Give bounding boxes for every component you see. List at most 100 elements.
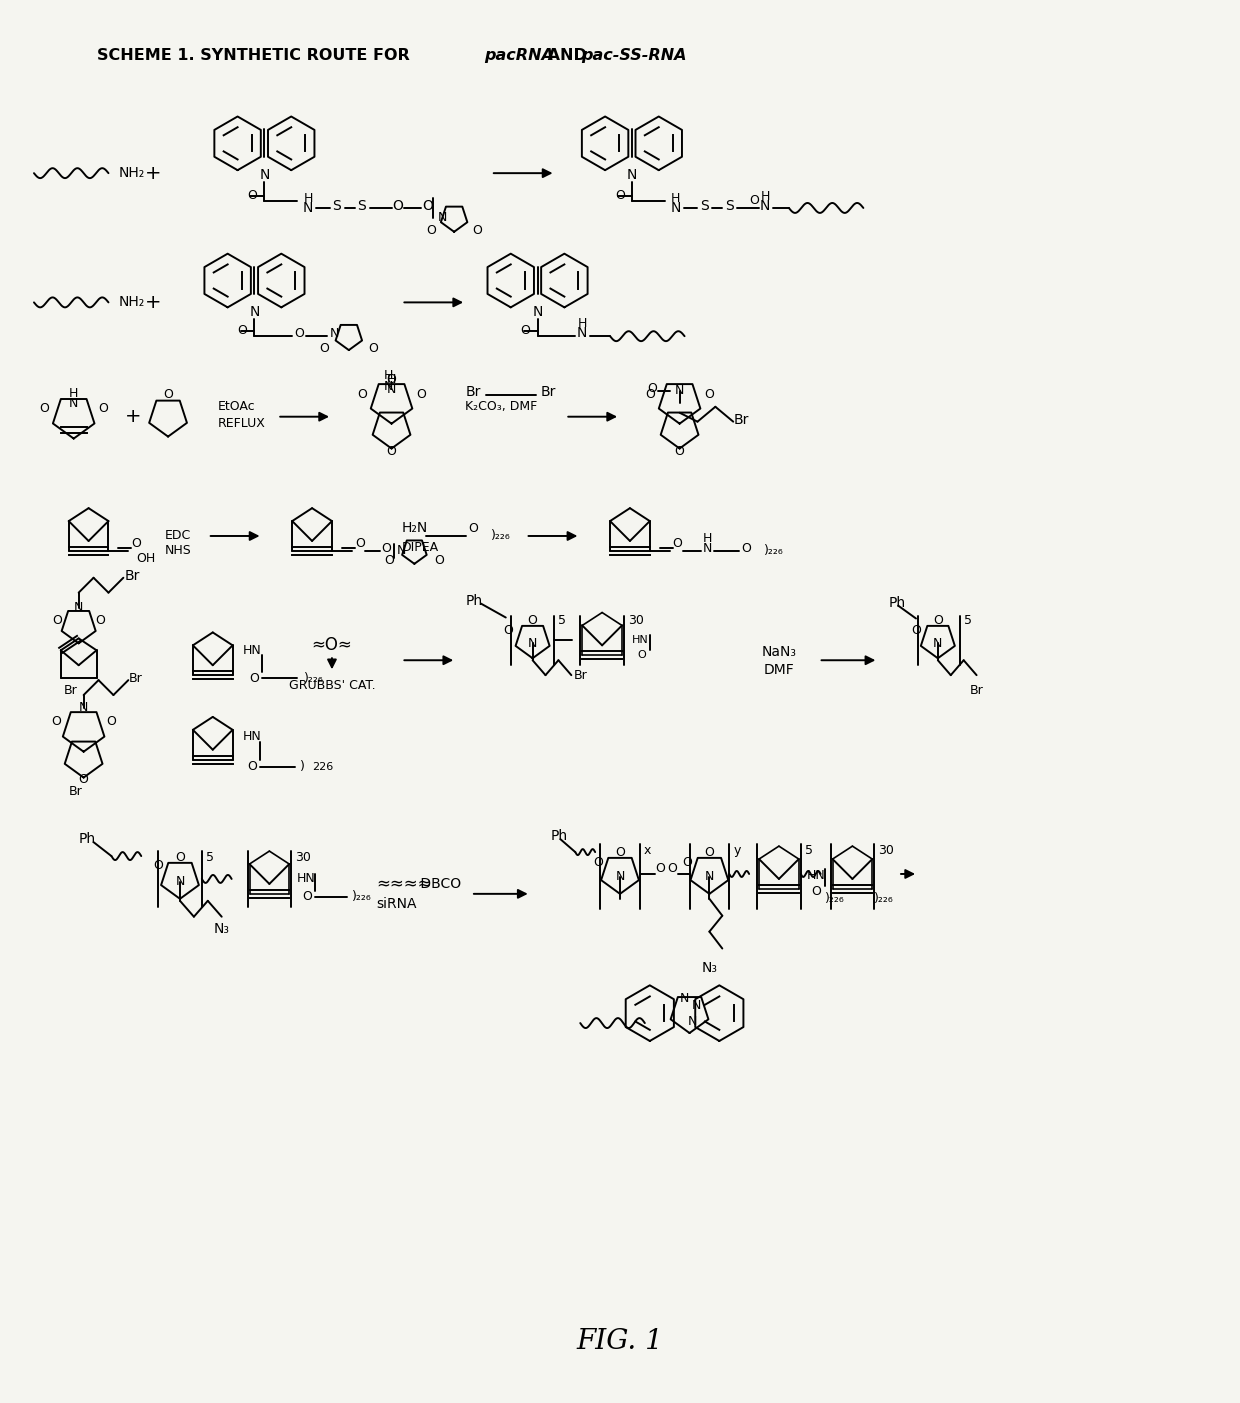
Text: O: O [387,373,397,386]
Text: O: O [675,445,684,457]
Text: O: O [248,188,258,202]
Text: REFLUX: REFLUX [218,417,265,431]
Text: HN: HN [807,870,826,882]
Text: O: O [422,199,433,213]
Text: O: O [51,716,61,728]
Text: DMF: DMF [764,664,795,678]
Text: O: O [615,846,625,859]
Text: O: O [107,716,117,728]
Text: N: N [703,543,712,556]
Text: 5: 5 [963,615,972,627]
Text: N: N [397,544,407,557]
Text: O: O [427,224,436,237]
Text: H: H [760,189,770,202]
Text: N: N [528,637,537,650]
Text: S: S [357,199,366,213]
Text: O: O [672,537,682,550]
Text: Ph: Ph [78,832,95,846]
Text: N: N [688,1014,697,1027]
Text: N: N [577,327,588,340]
Text: O: O [319,341,329,355]
Text: NaN₃: NaN₃ [761,645,796,659]
Text: O: O [503,624,512,637]
Text: S: S [725,199,734,213]
Text: O: O [382,543,392,556]
Text: N: N [74,600,83,615]
Text: 5: 5 [805,843,812,857]
Text: Br: Br [573,669,588,682]
Text: N: N [69,397,78,410]
Text: SCHEME 1. SYNTHETIC ROUTE FOR: SCHEME 1. SYNTHETIC ROUTE FOR [97,48,415,63]
Text: AND: AND [542,48,591,63]
Text: O: O [238,324,248,337]
Text: O: O [175,850,185,864]
Text: Ph: Ph [888,596,905,609]
Text: Br: Br [124,568,140,582]
Text: OH: OH [136,553,155,565]
Text: N: N [175,875,185,888]
Text: H: H [384,369,393,383]
Text: DIPEA: DIPEA [402,542,439,554]
Text: N₃: N₃ [702,961,718,975]
Text: O: O [357,389,367,401]
Text: O: O [95,615,105,627]
Text: N: N [259,168,269,182]
Text: H: H [69,387,78,400]
Text: siRNA: siRNA [377,897,417,911]
Text: )₂₂₆: )₂₂₆ [764,544,784,557]
Text: GRUBBS' CAT.: GRUBBS' CAT. [289,679,376,692]
Text: +: + [125,407,141,427]
Text: N: N [303,201,314,215]
Text: O: O [704,389,714,401]
Text: O: O [682,856,692,868]
Text: y: y [733,843,740,857]
Text: O: O [98,403,108,415]
Text: O: O [667,863,677,875]
Text: N: N [692,999,701,1012]
Text: NH₂: NH₂ [118,296,145,310]
Text: 30: 30 [627,615,644,627]
Text: +: + [145,293,161,311]
Text: K₂CO₃, DMF: K₂CO₃, DMF [465,400,537,414]
Text: N: N [330,327,340,340]
Text: H: H [671,191,681,205]
Text: O: O [417,389,427,401]
Text: Ph: Ph [551,829,568,843]
Text: N: N [760,199,770,213]
Text: O: O [467,522,477,535]
Text: N: N [438,212,446,224]
Text: H: H [703,533,712,546]
Text: O: O [742,543,751,556]
Text: O: O [294,327,304,340]
Text: O: O [434,554,444,567]
Text: N: N [384,380,393,393]
Text: )₂₂₆: )₂₂₆ [352,891,372,904]
Text: )₂₂₆: )₂₂₆ [491,529,511,543]
Text: Br: Br [63,683,78,696]
Text: 226: 226 [312,762,334,772]
Text: O: O [387,445,397,457]
Text: O: O [368,341,378,355]
Text: )₂₂₆: )₂₂₆ [825,892,844,905]
Text: N: N [675,384,684,397]
Text: O: O [911,624,921,637]
Text: O: O [812,885,822,898]
Text: Br: Br [734,412,749,427]
Text: )₂₂₆: )₂₂₆ [304,672,324,685]
Text: Br: Br [466,384,481,398]
Text: pacRNA: pacRNA [484,48,554,63]
Text: N: N [79,702,88,714]
Text: O: O [655,863,665,875]
Text: S: S [332,199,341,213]
Text: O: O [615,188,625,202]
Text: H: H [304,191,312,205]
Text: HN: HN [243,644,262,657]
Text: NH₂: NH₂ [118,166,145,180]
Text: N: N [680,992,689,1005]
Text: O: O [392,199,403,213]
Text: O: O [645,389,655,401]
Text: N: N [615,870,625,884]
Text: 5: 5 [558,615,567,627]
Text: N: N [626,168,637,182]
Text: N: N [671,201,681,215]
